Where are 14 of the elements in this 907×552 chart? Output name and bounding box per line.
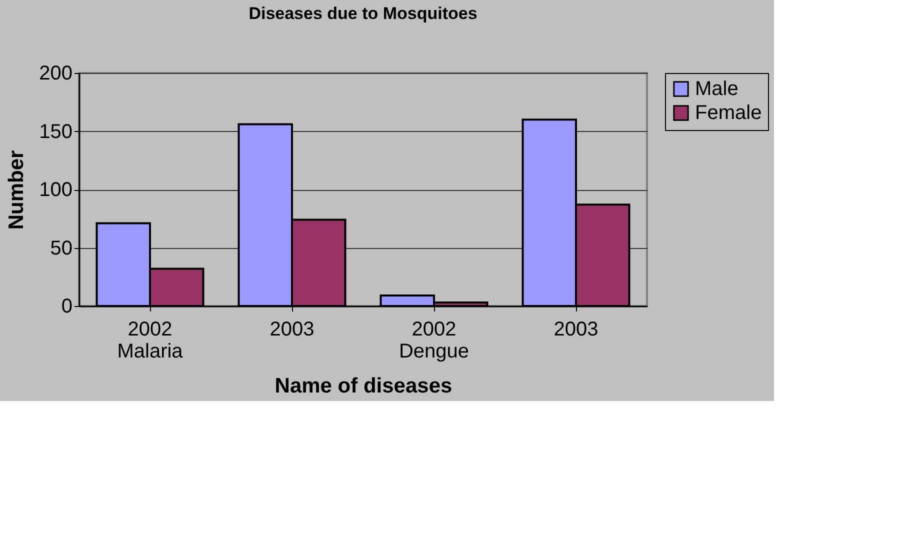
- x-tick-label: 2003: [554, 318, 598, 340]
- legend-label: Male: [695, 78, 738, 100]
- y-tick-label: 100: [39, 179, 72, 201]
- y-axis-title: Number: [5, 150, 28, 230]
- x-tick-label: 2002 Dengue: [398, 318, 470, 362]
- y-tick-label: 0: [61, 296, 72, 318]
- y-tick-label: 150: [39, 120, 72, 143]
- x-axis-title: Name of diseases: [274, 374, 452, 398]
- y-tick-label: 50: [50, 237, 72, 260]
- x-tick-label: 2003: [270, 318, 314, 340]
- chart-title: Diseases due to Mosquitoes: [248, 4, 478, 23]
- legend-label: Female: [695, 102, 762, 124]
- y-tick-label: 200: [39, 62, 72, 84]
- x-tick-label: 2002 Malaria: [117, 318, 184, 362]
